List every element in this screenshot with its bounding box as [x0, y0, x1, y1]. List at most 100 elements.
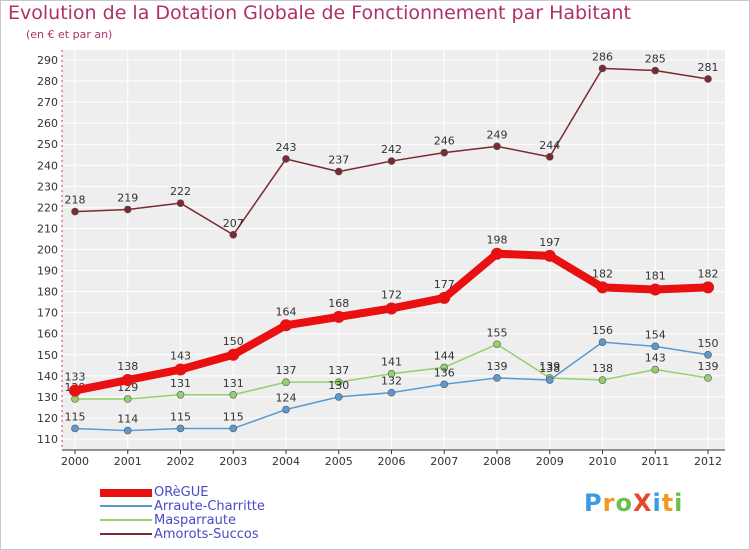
data-point-arraute-charritte — [704, 350, 712, 359]
data-label-arraute-charritte: 154 — [645, 328, 666, 341]
data-point-or-gue — [227, 348, 240, 361]
data-label-masparraute: 144 — [434, 349, 455, 362]
x-tick-label: 2001 — [114, 455, 142, 468]
data-label-arraute-charritte: 115 — [223, 410, 244, 423]
data-label-arraute-charritte: 132 — [381, 375, 402, 388]
data-point-amorots-succos — [598, 64, 607, 73]
data-label-or-gue: 168 — [328, 297, 349, 310]
data-point-arraute-charritte — [545, 376, 554, 384]
data-label-arraute-charritte: 139 — [487, 360, 508, 373]
logo-letter: i — [652, 489, 662, 517]
data-point-arraute-charritte — [282, 405, 290, 414]
y-tick-label: 150 — [37, 349, 58, 362]
legend-swatch-oregue — [100, 489, 152, 497]
data-label-arraute-charritte: 114 — [117, 413, 138, 426]
data-label-amorots-succos: 286 — [592, 50, 613, 63]
y-tick-label: 120 — [37, 412, 58, 425]
data-point-arraute-charritte — [71, 424, 79, 433]
data-point-amorots-succos — [334, 167, 343, 176]
x-tick-label: 2008 — [483, 455, 511, 468]
legend-label-masparraute: Masparraute — [154, 513, 236, 528]
data-label-or-gue: 133 — [65, 371, 86, 384]
x-tick-label: 2010 — [589, 455, 617, 468]
data-point-or-gue — [121, 374, 134, 387]
y-tick-label: 130 — [37, 391, 58, 404]
data-label-masparraute: 141 — [381, 356, 402, 369]
data-point-masparraute — [334, 378, 343, 386]
y-tick-label: 190 — [37, 265, 58, 278]
data-point-amorots-succos — [493, 142, 501, 151]
data-label-amorots-succos: 219 — [117, 191, 138, 204]
data-point-amorots-succos — [545, 153, 554, 161]
data-point-amorots-succos — [282, 155, 290, 163]
chart-subtitle: (en € et par an) — [26, 28, 113, 41]
data-label-masparraute: 155 — [487, 326, 508, 339]
data-point-amorots-succos — [71, 207, 79, 216]
y-tick-label: 170 — [37, 307, 58, 320]
data-point-masparraute — [598, 376, 607, 384]
data-label-amorots-succos: 244 — [539, 139, 560, 152]
legend-swatch-amorots-succos — [100, 533, 152, 535]
data-label-amorots-succos: 281 — [698, 61, 719, 74]
data-point-masparraute — [229, 390, 238, 399]
data-label-or-gue: 164 — [276, 305, 297, 318]
data-label-amorots-succos: 222 — [170, 185, 191, 198]
y-tick-label: 140 — [37, 370, 58, 383]
data-point-or-gue — [332, 310, 345, 323]
data-label-amorots-succos: 218 — [65, 194, 86, 207]
data-point-masparraute — [387, 369, 396, 378]
logo-letter: t — [661, 489, 675, 517]
data-label-or-gue: 198 — [487, 234, 508, 247]
chart-title: Evolution de la Dotation Globale de Fonc… — [8, 2, 631, 24]
data-point-masparraute — [440, 363, 449, 372]
x-tick-label: 2011 — [641, 455, 669, 468]
data-point-arraute-charritte — [387, 388, 396, 397]
x-tick-label: 2005 — [325, 455, 353, 468]
data-point-or-gue — [596, 281, 609, 294]
y-tick-label: 230 — [37, 180, 58, 193]
data-label-masparraute: 131 — [170, 377, 191, 390]
data-point-masparraute — [282, 378, 290, 386]
x-tick-label: 2000 — [61, 455, 89, 468]
logo-letter: X — [632, 489, 653, 517]
data-point-or-gue — [491, 247, 503, 260]
data-point-arraute-charritte — [229, 424, 238, 433]
data-label-arraute-charritte: 138 — [539, 362, 560, 375]
data-point-masparraute — [704, 374, 712, 382]
data-point-amorots-succos — [176, 199, 185, 207]
data-point-arraute-charritte — [123, 426, 132, 435]
data-label-arraute-charritte: 115 — [170, 410, 191, 423]
data-label-masparraute: 131 — [223, 377, 244, 390]
data-point-or-gue — [543, 249, 556, 262]
data-point-arraute-charritte — [651, 342, 660, 351]
data-point-or-gue — [385, 302, 398, 315]
data-label-amorots-succos: 285 — [645, 53, 666, 66]
x-tick-label: 2004 — [272, 455, 300, 468]
data-label-masparraute: 138 — [592, 362, 613, 375]
data-label-arraute-charritte: 130 — [328, 379, 349, 392]
data-point-arraute-charritte — [334, 393, 343, 401]
data-point-masparraute — [651, 365, 660, 374]
data-point-masparraute — [123, 395, 132, 403]
logo-letter: o — [615, 489, 633, 517]
data-label-or-gue: 172 — [381, 288, 402, 301]
data-point-arraute-charritte — [440, 380, 449, 389]
data-point-arraute-charritte — [176, 424, 185, 433]
data-label-or-gue: 177 — [434, 278, 455, 291]
data-label-or-gue: 143 — [170, 350, 191, 363]
y-tick-label: 210 — [37, 222, 58, 235]
data-label-amorots-succos: 246 — [434, 135, 455, 148]
data-label-or-gue: 138 — [117, 360, 138, 373]
data-label-amorots-succos: 237 — [328, 154, 349, 167]
data-point-or-gue — [702, 281, 714, 294]
data-label-masparraute: 139 — [539, 360, 560, 373]
data-label-arraute-charritte: 115 — [65, 410, 86, 423]
x-tick-label: 2012 — [694, 455, 722, 468]
data-label-arraute-charritte: 136 — [434, 366, 455, 379]
data-label-amorots-succos: 242 — [381, 143, 402, 156]
data-point-or-gue — [280, 319, 292, 332]
legend-label-oregue: ORèGUE — [154, 485, 209, 500]
data-label-amorots-succos: 243 — [276, 141, 297, 154]
data-point-arraute-charritte — [598, 338, 607, 346]
